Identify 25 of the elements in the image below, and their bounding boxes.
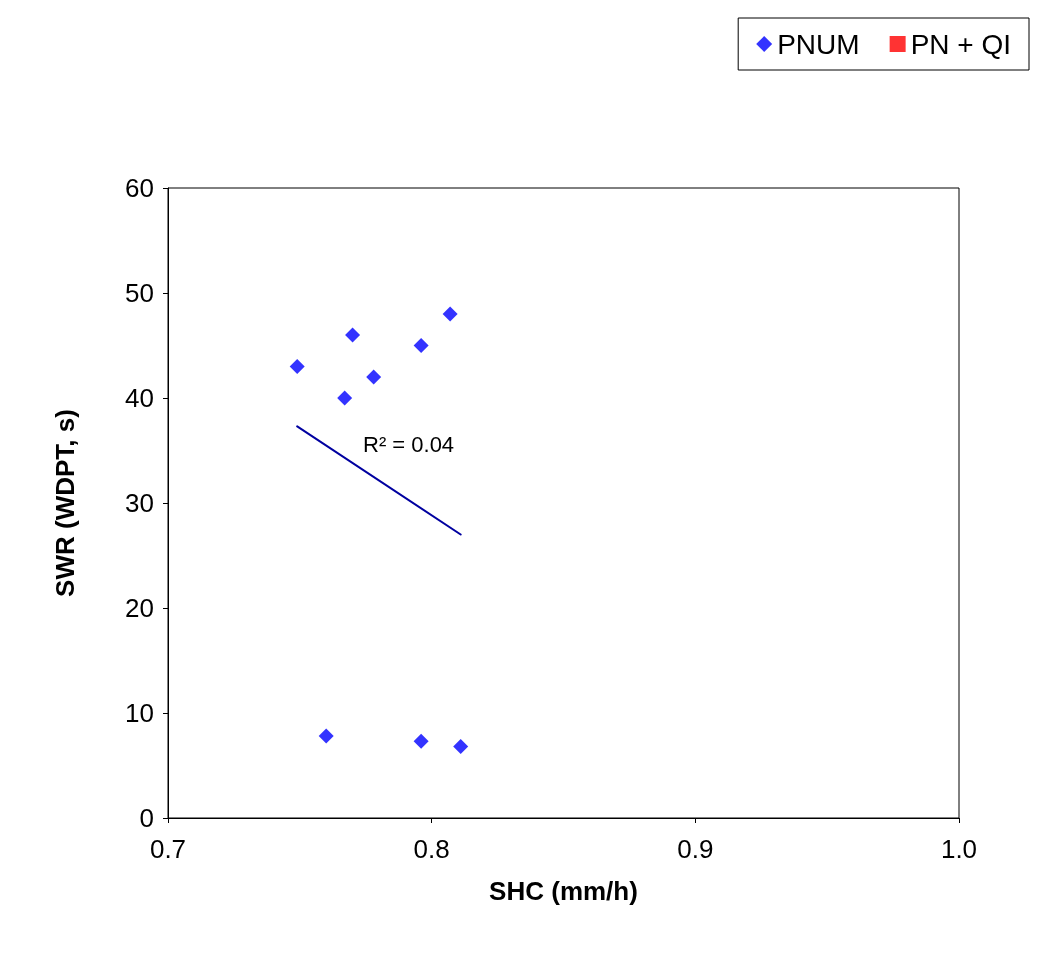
legend-label: PNUM (777, 28, 860, 60)
y-tick-label: 30 (125, 488, 154, 518)
legend-label: PN + QI (910, 28, 1012, 60)
y-tick-label: 50 (125, 278, 154, 308)
y-tick-label: 0 (139, 803, 154, 833)
y-tick-label: 20 (125, 593, 154, 623)
point (318, 728, 334, 744)
y-tick-label: 40 (125, 383, 154, 413)
x-tick-label: 0.8 (413, 834, 450, 864)
annotation: R² = 0.04 (363, 431, 455, 457)
point (453, 739, 469, 755)
point (289, 359, 305, 374)
point (366, 369, 382, 385)
x-tick-label: 1.0 (940, 834, 978, 864)
x-tick-label: 0.9 (677, 834, 714, 864)
y-axis-title: SWR (WDPT, s) (50, 409, 80, 597)
point (345, 327, 361, 343)
y-tick-label: 10 (125, 698, 154, 728)
point (442, 306, 458, 322)
y-tick-label: 60 (125, 173, 154, 203)
x-axis-title: SHC (mm/h) (489, 876, 638, 906)
x-tick-label: 0.7 (149, 834, 187, 864)
point (413, 338, 429, 353)
point (413, 733, 429, 749)
point (337, 390, 353, 406)
